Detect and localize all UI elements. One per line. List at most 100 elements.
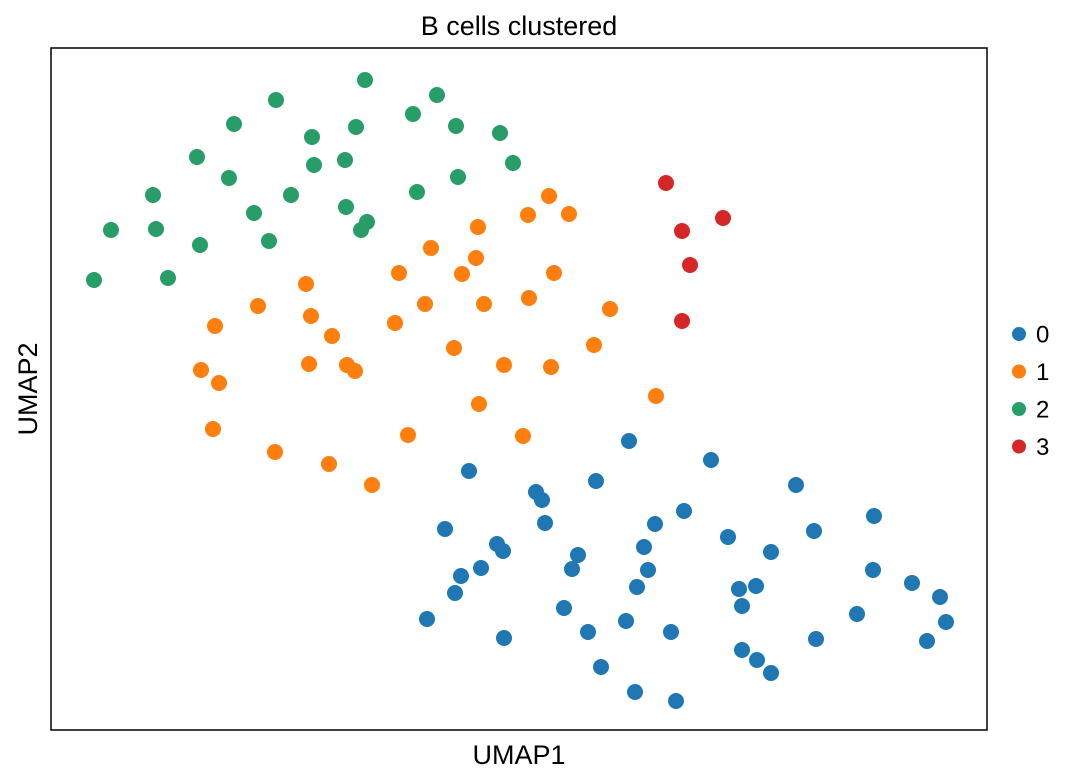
cluster-0-point	[866, 508, 882, 524]
cluster-0-point	[763, 544, 779, 560]
cluster-2-point	[409, 184, 425, 200]
cluster-0-point	[668, 693, 684, 709]
cluster-2-point	[492, 125, 508, 141]
cluster-2-point	[283, 187, 299, 203]
cluster-0-point	[808, 631, 824, 647]
cluster-1-point	[546, 265, 562, 281]
cluster-0-point	[919, 633, 935, 649]
cluster-0-point	[534, 492, 550, 508]
x-axis-label: UMAP1	[472, 740, 565, 770]
cluster-2-point	[357, 72, 373, 88]
cluster-2-point	[505, 155, 521, 171]
cluster-2-point	[338, 199, 354, 215]
cluster-2-point	[429, 87, 445, 103]
cluster-1-point	[301, 356, 317, 372]
legend-label-1: 1	[1036, 359, 1049, 386]
cluster-1-point	[207, 318, 223, 334]
cluster-0-point	[629, 579, 645, 595]
legend-label-2: 2	[1036, 397, 1049, 424]
cluster-1-point	[521, 290, 537, 306]
legend-marker-1	[1012, 364, 1026, 379]
cluster-0-point	[618, 613, 634, 629]
cluster-0-point	[938, 614, 954, 630]
cluster-0-point	[537, 515, 553, 531]
cluster-2-point	[306, 157, 322, 173]
cluster-1-point	[446, 340, 462, 356]
cluster-2-point	[148, 221, 164, 237]
cluster-2-point	[226, 116, 242, 132]
cluster-0-point	[748, 578, 764, 594]
legend-marker-0	[1012, 327, 1026, 341]
legend-label-0: 0	[1036, 322, 1049, 349]
cluster-1-point	[205, 421, 221, 437]
cluster-1-point	[387, 315, 403, 331]
cluster-0-point	[749, 652, 765, 668]
cluster-1-point	[267, 444, 283, 460]
cluster-0-point	[564, 561, 580, 577]
cluster-0-point	[570, 547, 586, 563]
cluster-2-point	[145, 187, 161, 203]
cluster-0-point	[453, 568, 469, 584]
cluster-1-point	[211, 375, 227, 391]
plot-frame	[50, 47, 988, 731]
cluster-2-point	[160, 270, 176, 286]
cluster-1-point	[648, 388, 664, 404]
cluster-2-point	[405, 106, 421, 122]
cluster-0-point	[763, 665, 779, 681]
cluster-1-point	[364, 477, 380, 493]
cluster-1-point	[602, 301, 618, 317]
cluster-1-point	[515, 428, 531, 444]
cluster-1-point	[586, 337, 602, 353]
cluster-1-point	[496, 357, 512, 373]
cluster-3-point	[682, 257, 698, 273]
cluster-0-point	[621, 433, 637, 449]
cluster-0-point	[580, 624, 596, 640]
cluster-0-point	[640, 562, 656, 578]
cluster-1-point	[417, 296, 433, 312]
cluster-2-point	[448, 118, 464, 134]
cluster-1-point	[298, 276, 314, 292]
cluster-3-point	[674, 313, 690, 329]
cluster-3-point	[674, 223, 690, 239]
cluster-1-point	[543, 359, 559, 375]
cluster-0-point	[734, 598, 750, 614]
cluster-1-point	[541, 188, 557, 204]
cluster-2-point	[337, 152, 353, 168]
cluster-1-point	[423, 240, 439, 256]
cluster-1-point	[324, 328, 340, 344]
cluster-1-point	[471, 396, 487, 412]
cluster-0-point	[663, 624, 679, 640]
cluster-3-point	[715, 210, 731, 226]
cluster-2-point	[450, 169, 466, 185]
y-axis-label: UMAP2	[13, 342, 43, 435]
cluster-2-point	[268, 92, 284, 108]
cluster-2-point	[189, 149, 205, 165]
cluster-0-point	[636, 539, 652, 555]
cluster-0-point	[865, 562, 881, 578]
cluster-0-point	[932, 589, 948, 605]
cluster-0-point	[556, 600, 572, 616]
cluster-0-point	[437, 521, 453, 537]
chart-title: B cells clustered	[421, 11, 618, 41]
cluster-1-point	[193, 362, 209, 378]
cluster-1-point	[520, 207, 536, 223]
legend-label-3: 3	[1036, 434, 1049, 461]
cluster-0-point	[806, 523, 822, 539]
cluster-1-point	[391, 265, 407, 281]
legend-marker-3	[1012, 439, 1026, 454]
cluster-1-point	[400, 427, 416, 443]
cluster-0-point	[496, 630, 512, 646]
cluster-0-point	[495, 543, 511, 559]
cluster-2-point	[86, 272, 102, 288]
cluster-2-point	[348, 119, 364, 135]
cluster-0-point	[593, 659, 609, 675]
points-layer	[86, 72, 954, 709]
cluster-0-point	[849, 606, 865, 622]
cluster-1-point	[303, 308, 319, 324]
legend-marker-2	[1012, 402, 1026, 416]
cluster-2-point	[261, 233, 277, 249]
cluster-1-point	[250, 298, 266, 314]
cluster-0-point	[703, 452, 719, 468]
